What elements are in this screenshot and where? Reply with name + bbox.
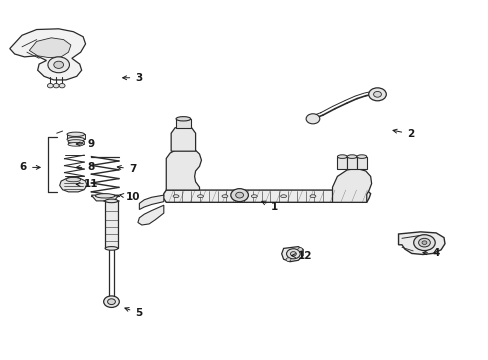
Ellipse shape <box>337 155 346 158</box>
Ellipse shape <box>356 155 366 158</box>
Text: 8: 8 <box>76 162 94 172</box>
Ellipse shape <box>251 195 257 198</box>
Ellipse shape <box>197 195 203 198</box>
Ellipse shape <box>68 143 83 146</box>
Ellipse shape <box>67 132 84 136</box>
Circle shape <box>107 299 115 305</box>
Circle shape <box>230 189 248 202</box>
Polygon shape <box>29 38 71 58</box>
Polygon shape <box>138 205 163 225</box>
Polygon shape <box>68 141 83 144</box>
Text: 12: 12 <box>291 251 312 261</box>
Polygon shape <box>91 195 119 201</box>
Circle shape <box>59 84 65 88</box>
Ellipse shape <box>68 140 83 143</box>
Circle shape <box>305 114 319 124</box>
Ellipse shape <box>176 117 190 121</box>
Circle shape <box>290 252 296 256</box>
Text: 11: 11 <box>76 179 98 189</box>
Ellipse shape <box>105 247 118 250</box>
Circle shape <box>285 258 290 261</box>
Polygon shape <box>166 148 201 190</box>
Polygon shape <box>337 157 346 169</box>
Circle shape <box>47 84 53 88</box>
Polygon shape <box>356 157 366 169</box>
Polygon shape <box>346 157 356 169</box>
Text: 10: 10 <box>120 192 141 202</box>
Text: 5: 5 <box>124 307 142 318</box>
Polygon shape <box>398 232 444 255</box>
Circle shape <box>103 296 119 307</box>
Circle shape <box>48 57 69 73</box>
Circle shape <box>413 235 434 251</box>
Ellipse shape <box>346 155 356 158</box>
Polygon shape <box>10 29 85 80</box>
Circle shape <box>286 249 300 259</box>
Circle shape <box>373 91 381 97</box>
Ellipse shape <box>280 195 286 198</box>
Ellipse shape <box>95 194 115 198</box>
Polygon shape <box>105 201 118 248</box>
Text: 7: 7 <box>117 164 136 174</box>
Polygon shape <box>67 134 84 139</box>
Text: 3: 3 <box>122 73 142 83</box>
Circle shape <box>421 241 426 244</box>
Circle shape <box>368 88 386 101</box>
Ellipse shape <box>105 199 118 203</box>
Polygon shape <box>281 247 303 262</box>
Ellipse shape <box>66 177 81 182</box>
Polygon shape <box>139 195 163 210</box>
Polygon shape <box>332 168 371 202</box>
Ellipse shape <box>173 195 179 198</box>
Text: 1: 1 <box>261 201 278 212</box>
Circle shape <box>418 238 429 247</box>
Circle shape <box>235 192 243 198</box>
Polygon shape <box>171 126 195 151</box>
Circle shape <box>54 61 63 68</box>
Ellipse shape <box>67 137 84 141</box>
Circle shape <box>53 84 59 88</box>
Polygon shape <box>176 119 190 128</box>
Polygon shape <box>60 177 87 192</box>
Ellipse shape <box>309 195 315 198</box>
Ellipse shape <box>222 195 227 198</box>
Polygon shape <box>163 190 370 202</box>
Text: 2: 2 <box>392 129 413 139</box>
Text: 9: 9 <box>76 139 94 149</box>
Circle shape <box>297 248 302 251</box>
Text: 4: 4 <box>422 248 440 258</box>
Text: 6: 6 <box>20 162 40 172</box>
